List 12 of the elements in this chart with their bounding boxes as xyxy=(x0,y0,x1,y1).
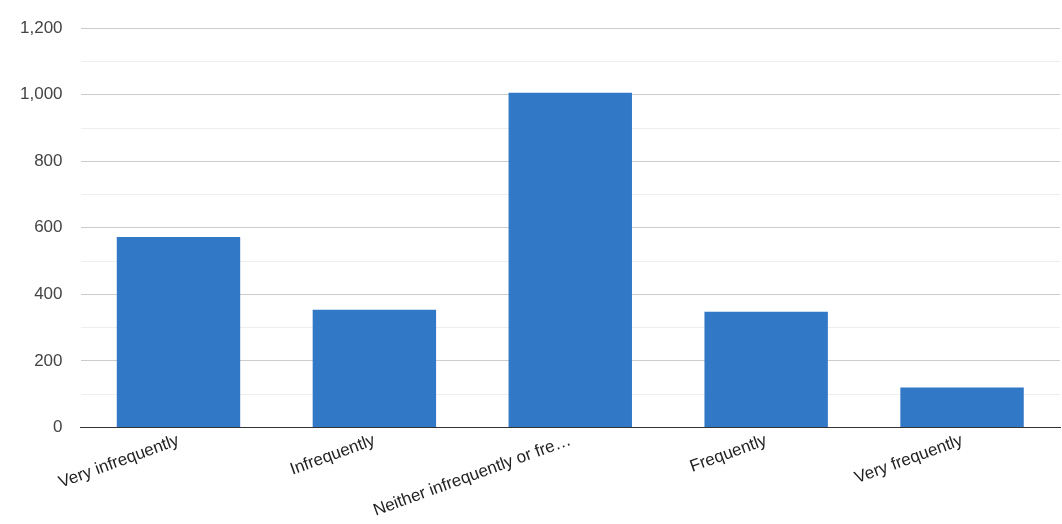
bar xyxy=(508,92,632,427)
bar xyxy=(900,387,1024,427)
y-tick-label: 1,200 xyxy=(19,17,63,37)
bar xyxy=(312,309,437,427)
y-tick-label: 800 xyxy=(34,150,63,170)
y-tick-label: 200 xyxy=(34,350,63,370)
y-tick-label: 600 xyxy=(34,217,63,237)
y-tick-label: 1,000 xyxy=(19,84,63,104)
y-tick-label: 400 xyxy=(34,284,63,304)
bar xyxy=(116,237,241,427)
bar xyxy=(704,311,828,427)
y-tick-label: 0 xyxy=(53,417,63,437)
